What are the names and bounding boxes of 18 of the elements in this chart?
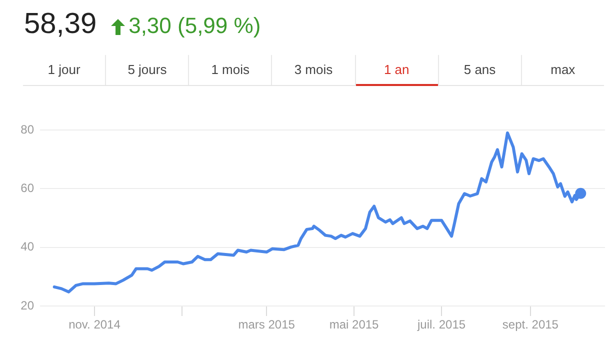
text: 1 mois — [188, 55, 272, 85]
y-tick-label: 80 — [20, 122, 34, 136]
y-tick-label: 60 — [20, 180, 34, 195]
y-tick-label: 20 — [20, 298, 34, 312]
x-tick-label: juil. 2015 — [416, 318, 466, 332]
x-tick-label: nov. 2014 — [68, 318, 121, 332]
y-tick-label: 40 — [20, 240, 34, 254]
text: 5 jours — [105, 55, 188, 85]
text: 1 jour — [46, 61, 82, 79]
chart-subtitle: 3,30 (5,99 %) — [128, 13, 261, 39]
x-tick-label: mars 2015 — [238, 318, 296, 332]
chart-title: 58,39 — [24, 8, 97, 41]
text: 3 mois — [271, 55, 355, 85]
x-tick-label: sept. 2015 — [502, 318, 559, 332]
text: 5 ans — [438, 55, 521, 85]
text: 1 an — [354, 55, 438, 85]
text: max — [520, 55, 604, 85]
x-tick-label: mai 2015 — [329, 318, 380, 332]
